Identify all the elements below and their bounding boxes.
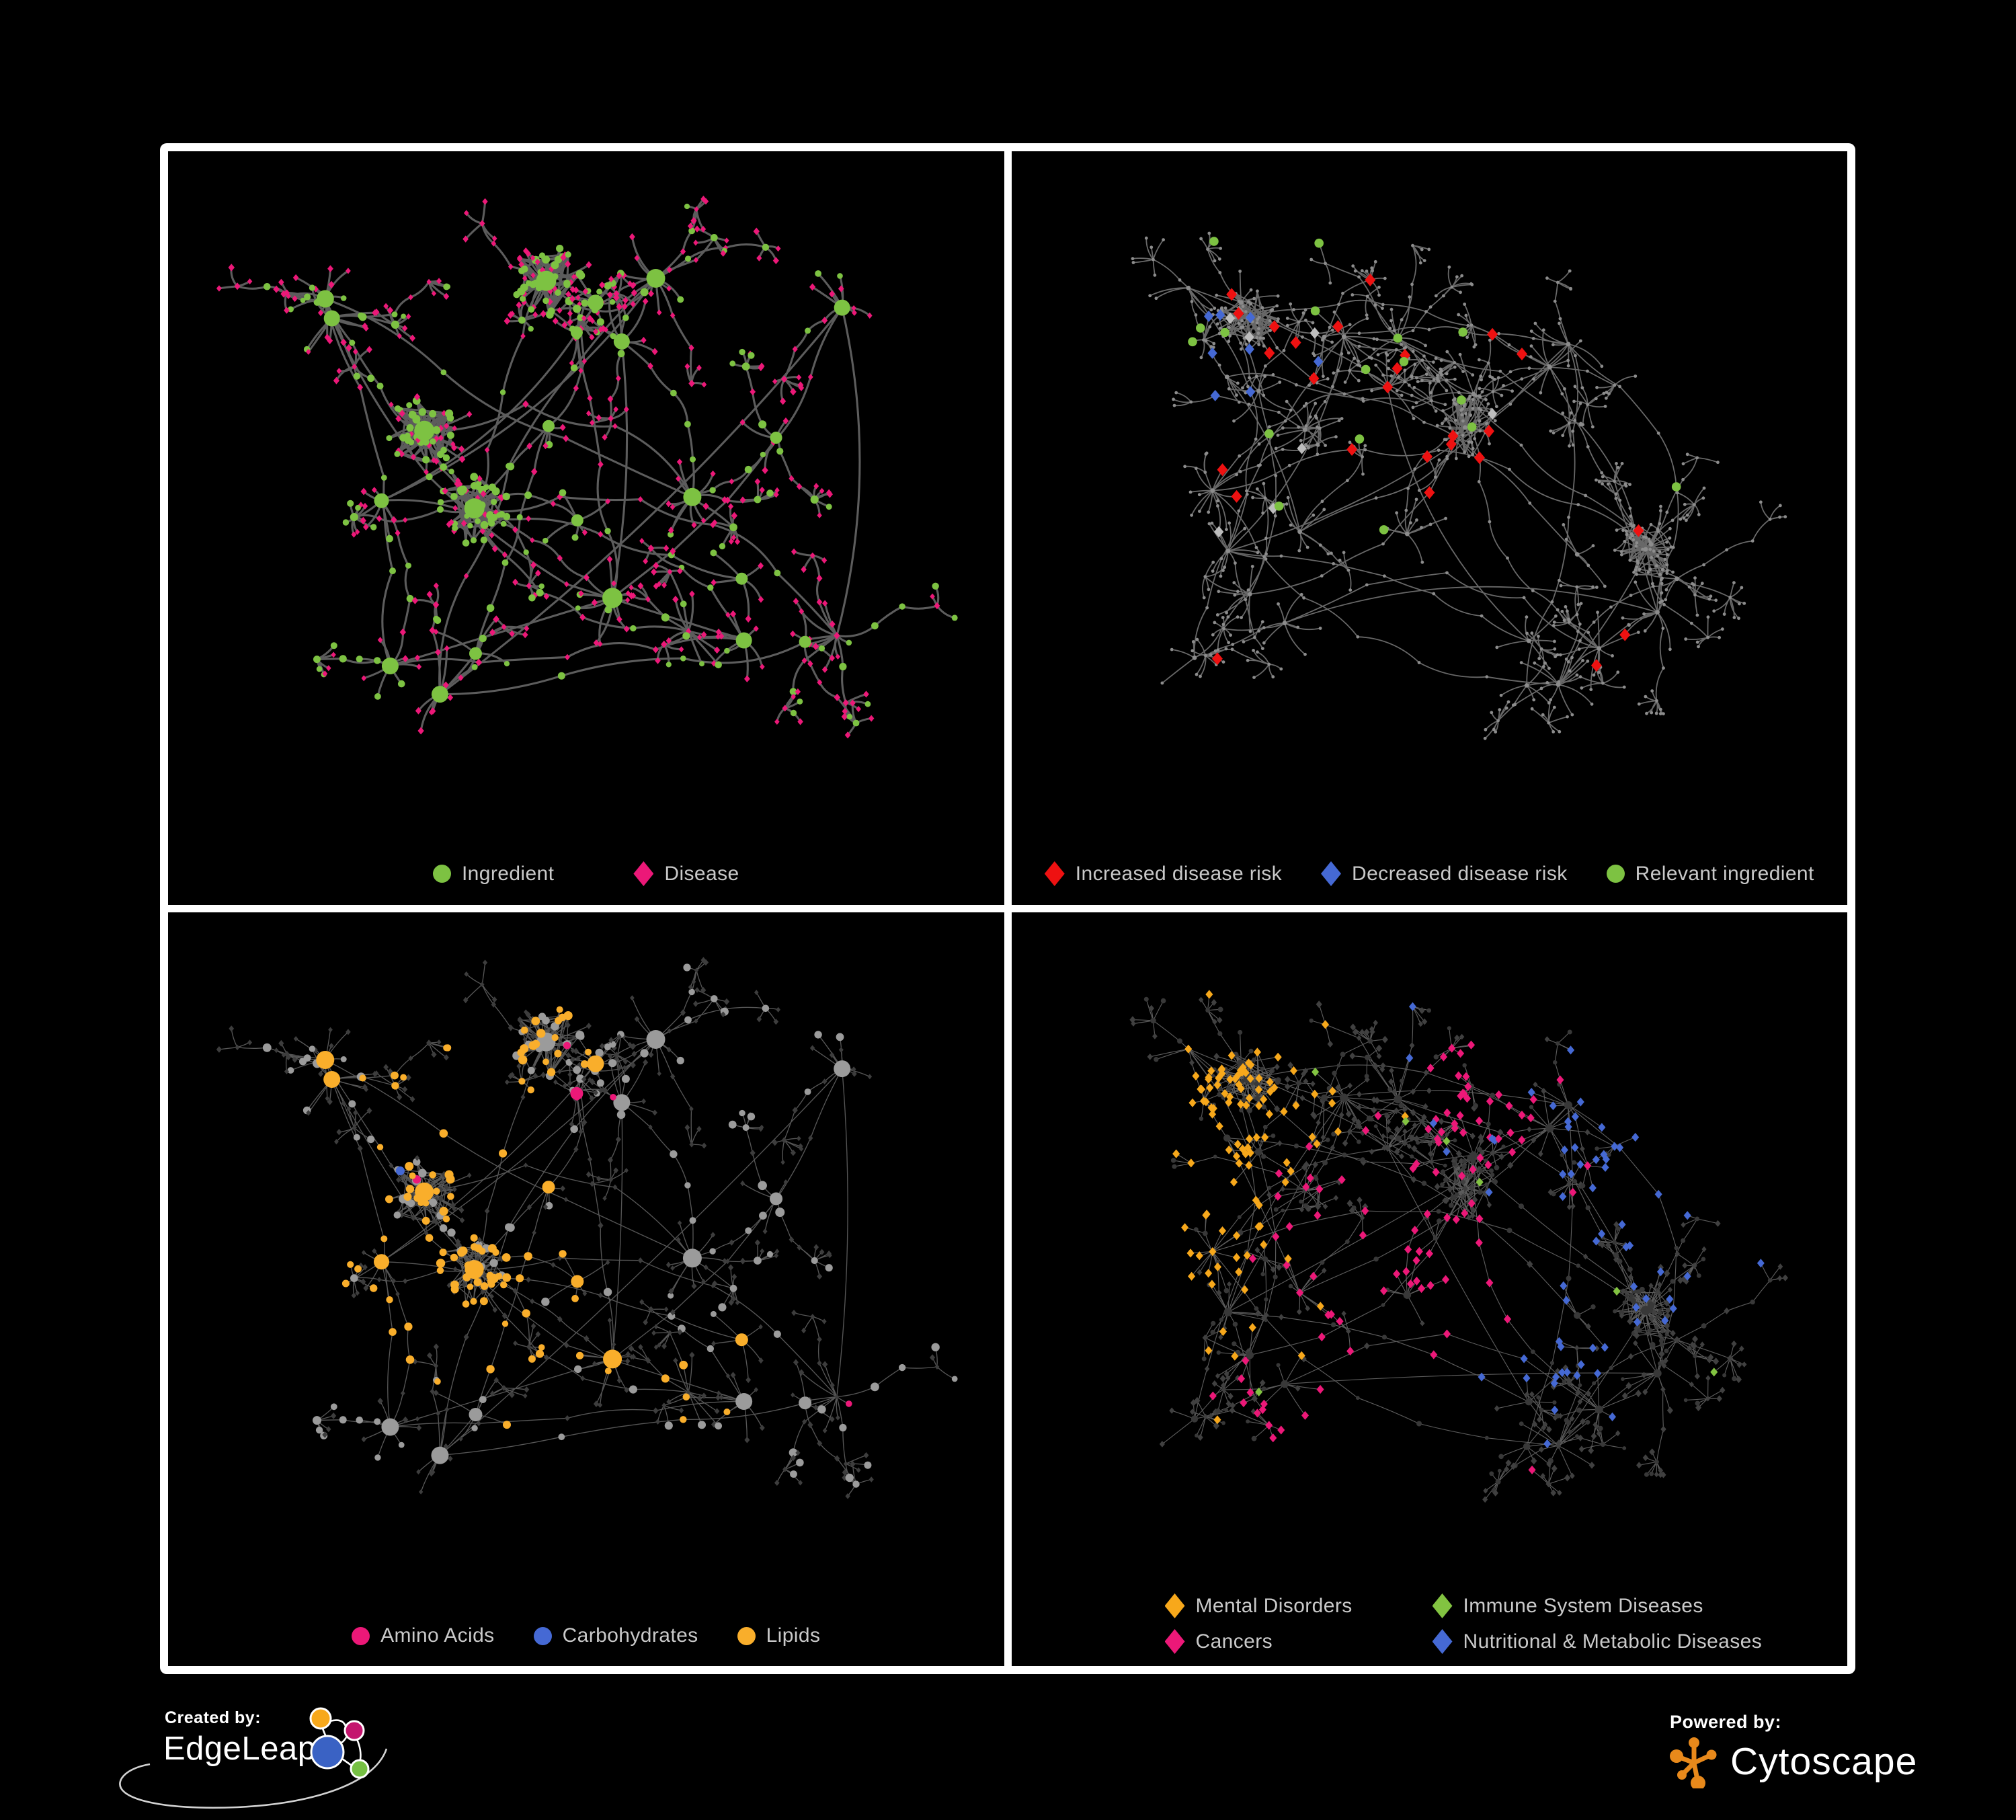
legend-marker-circle [352,1626,370,1645]
powered-by-label: Powered by: [1670,1712,1782,1732]
legend-marker-diamond [1432,1629,1453,1654]
legend-marker-diamond [1321,861,1342,886]
legend-label: Nutritional & Metabolic Diseases [1463,1630,1763,1653]
panel-ingredient-disease: Ingredient Disease [168,151,1004,905]
edgeleap-node-orange [309,1707,332,1730]
legend-marker-diamond [1432,1593,1453,1618]
legend-marker-circle [737,1626,756,1645]
cytoscape-credit: Powered by: Cytoscape [1668,1712,1978,1799]
edgeleap-swoosh [119,1748,388,1809]
legend-item-nutritional-metabolic-diseases: Nutritional & Metabolic Diseases [1432,1629,1763,1654]
legend-disease-classes: Mental Disorders Immune System Diseases Ca… [1164,1593,1763,1654]
legend-item-immune-system-diseases: Immune System Diseases [1432,1593,1763,1618]
legend-item-ingredient: Ingredient [432,862,555,885]
edgeleap-logo-icon [309,1707,370,1779]
legend-label: Mental Disorders [1195,1594,1353,1617]
legend-item-relevant-ingredient: Relevant ingredient [1606,862,1814,885]
network-macronutrients [216,957,958,1499]
edgeleap-credit: Created by: EdgeLeap [119,1704,392,1812]
panel-grid: Ingredient Disease Increased disease risk… [160,143,1855,1674]
legend-item-cancers: Cancers [1164,1629,1433,1654]
legend-item-decreased-disease-risk: Decreased disease risk [1321,861,1568,886]
legend-macronutrients: Amino Acids Carbohydrates Lipids [168,1624,1004,1647]
legend-item-mental-disorders: Mental Disorders [1164,1593,1433,1618]
panel-disease-classes: Mental Disorders Immune System Diseases Ca… [1011,912,1847,1666]
legend-label: Ingredient [461,862,555,885]
panel-disease-risk: Increased disease risk Decreased disease … [1011,151,1848,905]
legend-label: Lipids [766,1624,821,1647]
edgeleap-node-magenta [344,1720,365,1741]
legend-item-lipids: Lipids [737,1624,821,1647]
legend-disease-risk: Increased disease risk Decreased disease … [1012,861,1848,886]
legend-label: Relevant ingredient [1635,862,1814,885]
network-ingredient-disease [216,196,958,739]
legend-label: Amino Acids [380,1624,495,1647]
cytoscape-wordmark: Cytoscape [1730,1740,1918,1783]
legend-item-disease: Disease [633,861,739,886]
legend-marker-circle [533,1626,552,1645]
legend-marker-circle [432,865,451,883]
legend-item-amino-acids: Amino Acids [352,1624,494,1647]
legend-label: Carbohydrates [562,1624,698,1647]
legend-label: Cancers [1195,1630,1273,1653]
legend-label: Increased disease risk [1075,862,1283,885]
legend-marker-diamond [1044,861,1065,886]
legend-item-carbohydrates: Carbohydrates [533,1624,698,1647]
edgeleap-node-green [350,1759,370,1779]
legend-marker-diamond [1164,1593,1185,1618]
legend-item-increased-disease-risk: Increased disease risk [1044,861,1283,886]
legend-label: Immune System Diseases [1463,1594,1703,1617]
edgeleap-wordmark: EdgeLeap [163,1731,317,1767]
cytoscape-logo-icon [1670,1737,1717,1788]
legend-ingredient-disease: Ingredient Disease [168,861,1004,886]
legend-label: Decreased disease risk [1352,862,1568,885]
network-disease-classes [1129,990,1788,1503]
created-by-label: Created by: [165,1708,261,1727]
legend-marker-diamond [1164,1629,1185,1654]
legend-marker-diamond [633,861,654,886]
panel-macronutrients: Amino Acids Carbohydrates Lipids [168,912,1004,1666]
network-disease-risk [1131,231,1787,740]
edgeleap-node-blue [310,1735,345,1770]
legend-label: Disease [664,862,739,885]
legend-marker-circle [1606,865,1625,883]
